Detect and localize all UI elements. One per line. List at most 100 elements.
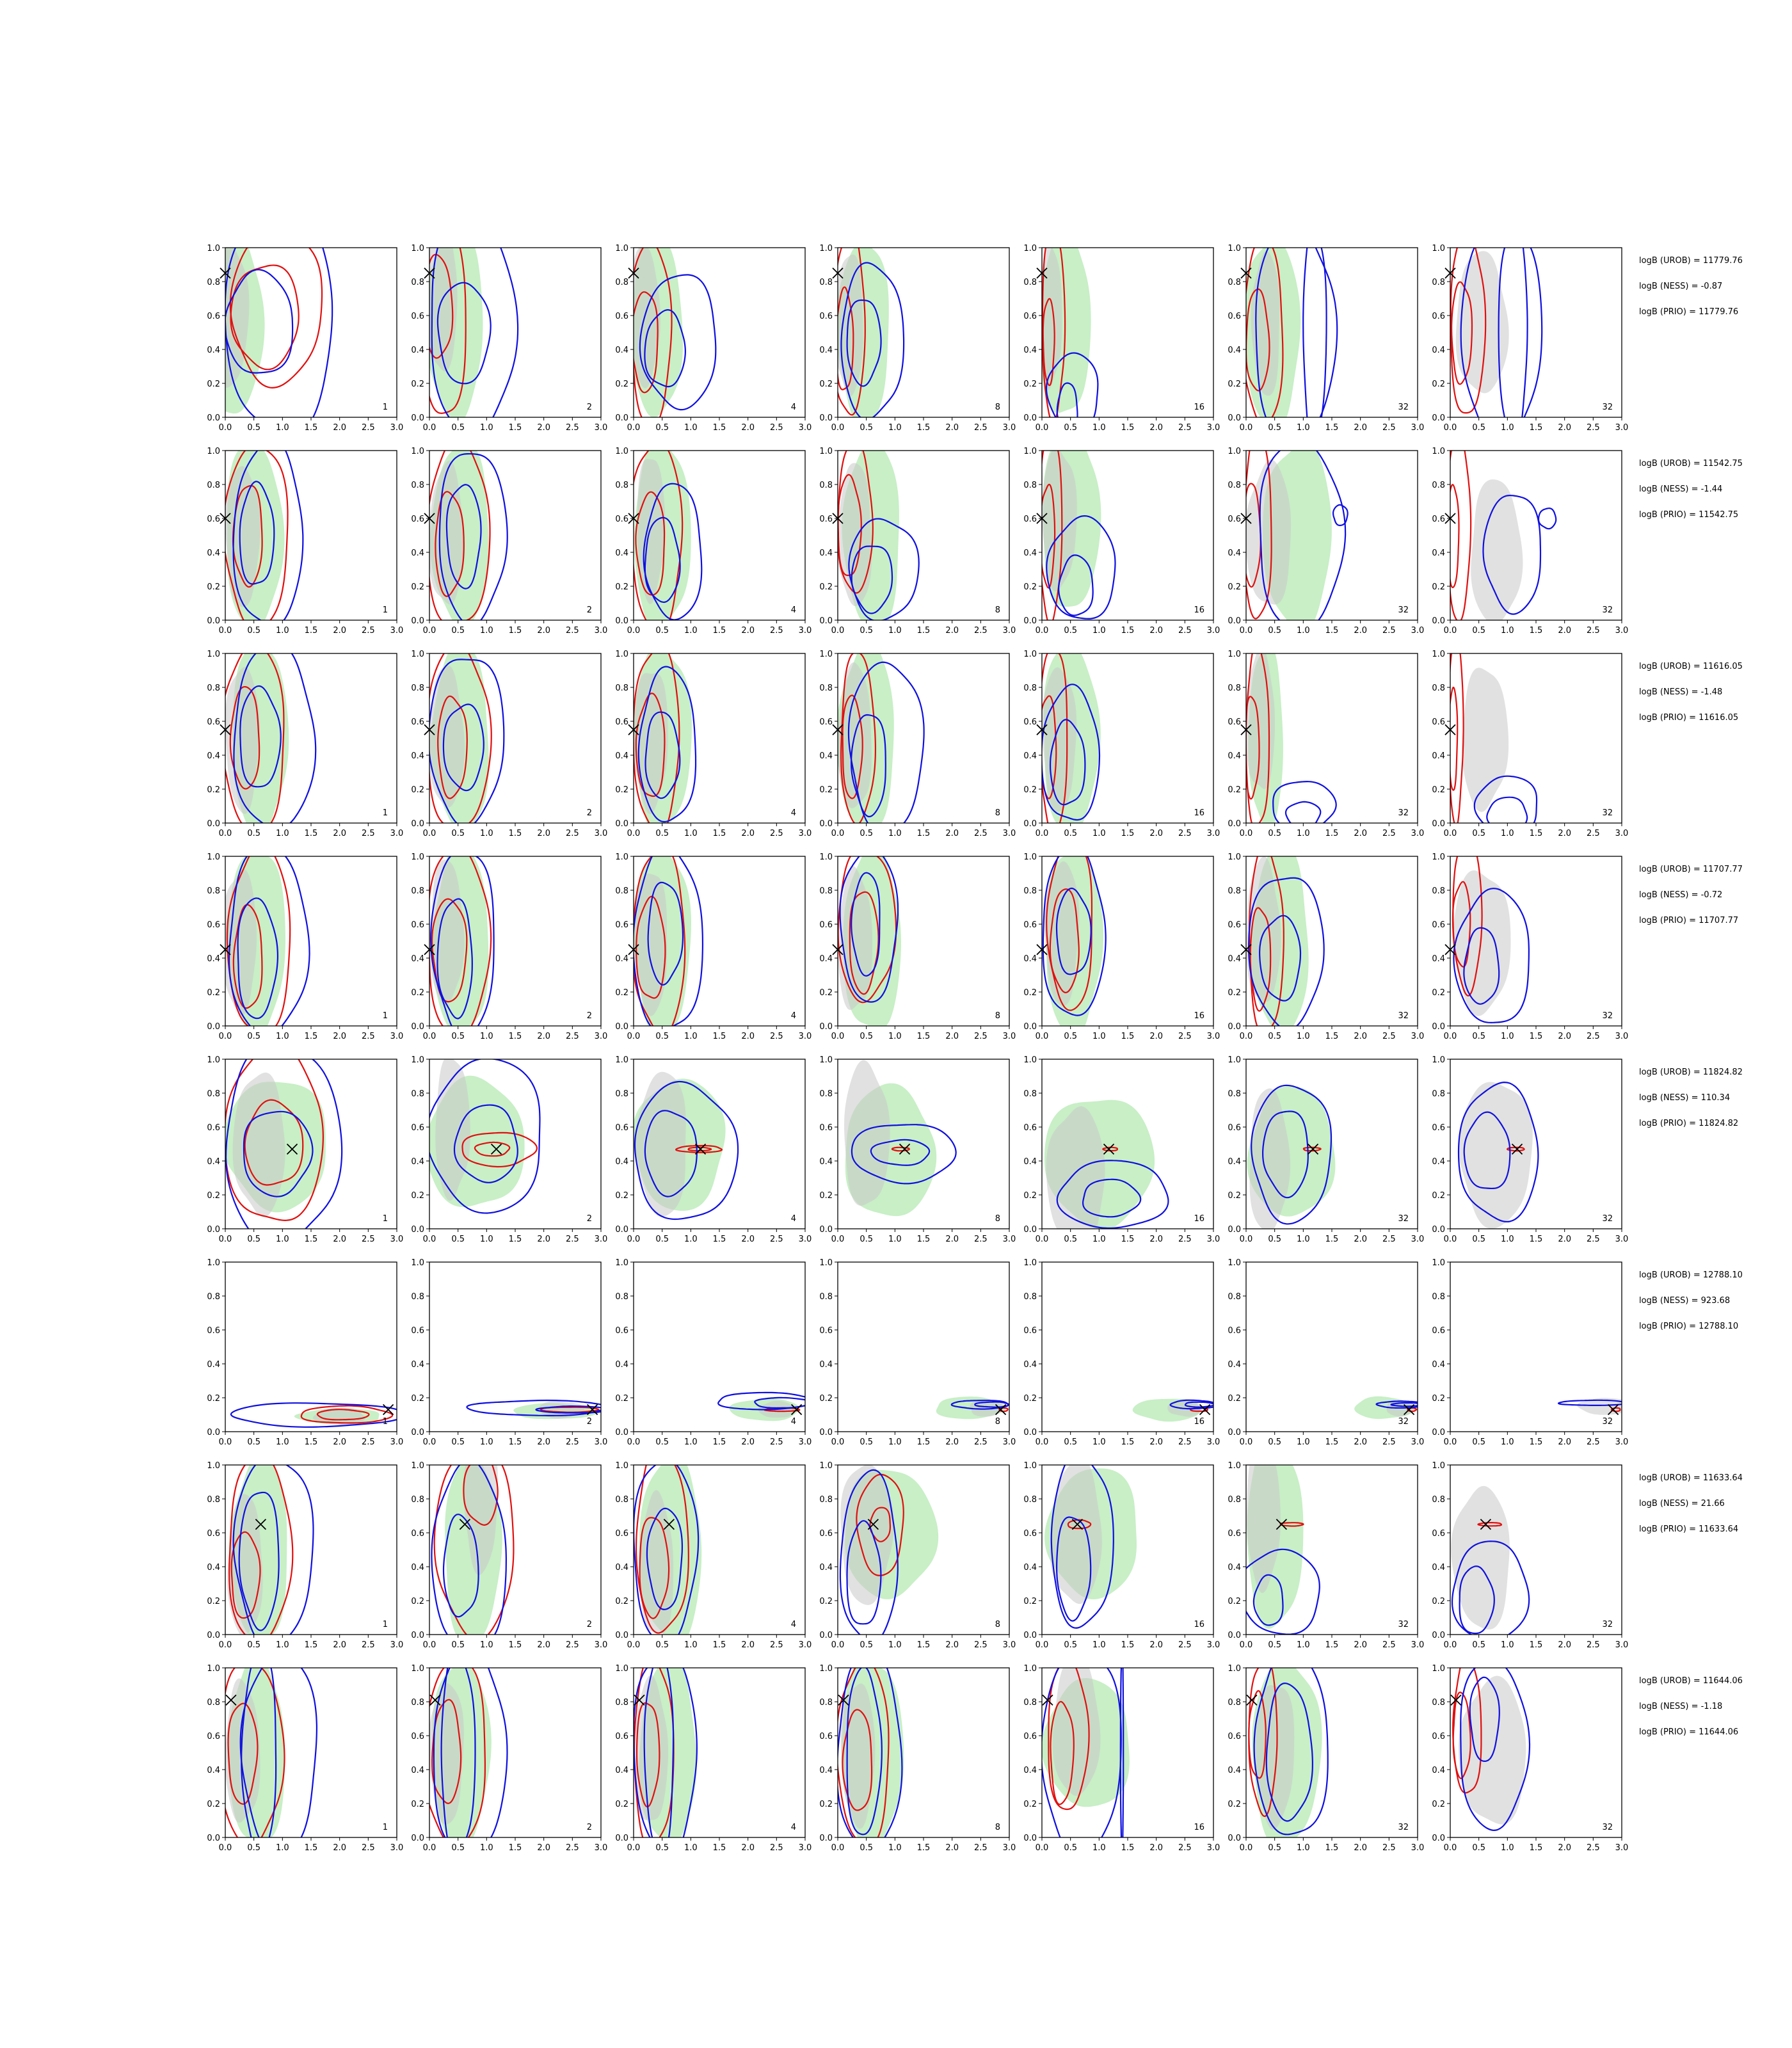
x-tick-label: 2.5 <box>1178 1640 1192 1650</box>
y-tick-label: 0.2 <box>1432 785 1445 795</box>
y-tick-label: 0.0 <box>819 616 833 626</box>
x-tick-label: 0.5 <box>1268 1437 1281 1447</box>
y-tick-label: 0.6 <box>411 717 424 727</box>
x-tick-label: 3.0 <box>1207 626 1220 636</box>
plot-area <box>466 1399 601 1420</box>
y-tick-label: 0.4 <box>615 751 628 761</box>
y-tick-label: 0.4 <box>615 548 628 558</box>
column-number-label: 4 <box>791 808 796 818</box>
y-tick-label: 0.2 <box>411 1394 424 1404</box>
y-tick-label: 0.0 <box>411 819 424 829</box>
x-tick-label: 3.0 <box>1003 1843 1016 1853</box>
x-tick-label: 3.0 <box>799 1437 812 1447</box>
x-tick-label: 3.0 <box>1207 1843 1220 1853</box>
red-contour <box>1042 298 1055 387</box>
y-tick-label: 0.4 <box>411 1157 424 1167</box>
blue-contour <box>1058 554 1094 616</box>
x-tick-label: 3.0 <box>1003 1437 1016 1447</box>
y-tick-label: 0.6 <box>207 1123 220 1133</box>
y-tick-label: 0.8 <box>1023 886 1037 896</box>
y-tick-label: 0.4 <box>819 1360 833 1370</box>
x-tick-label: 1.0 <box>1092 1437 1106 1447</box>
y-tick-label: 0.4 <box>1023 1360 1037 1370</box>
y-tick-label: 0.0 <box>207 413 220 423</box>
y-tick-label: 0.4 <box>207 1360 220 1370</box>
blue-contour <box>1255 248 1338 417</box>
logb-label: logB (UROB) = 11779.76 <box>1639 256 1743 266</box>
posterior-fill-gray <box>838 254 863 397</box>
y-tick-label: 0.6 <box>411 312 424 321</box>
plot-area <box>225 653 317 823</box>
red-contour <box>1246 653 1270 823</box>
blue-contour <box>1046 515 1116 620</box>
x-tick-label: 3.0 <box>799 1032 812 1041</box>
x-tick-label: 1.0 <box>1501 829 1514 838</box>
y-tick-label: 0.6 <box>207 1732 220 1741</box>
x-tick-label: 1.5 <box>917 1235 931 1244</box>
x-tick-label: 2.0 <box>1354 1843 1367 1853</box>
red-contour <box>635 1465 689 1634</box>
x-tick-label: 2.5 <box>1587 626 1600 636</box>
plot-area <box>1042 451 1116 620</box>
red-contour <box>1610 1407 1621 1412</box>
logb-label: logB (NESS) = -1.48 <box>1639 687 1722 697</box>
x-tick-label: 3.0 <box>1003 1235 1016 1244</box>
posterior-fill-gray <box>463 1465 498 1576</box>
x-tick-label: 2.5 <box>566 1843 579 1853</box>
x-tick-label: 0.5 <box>1268 626 1281 636</box>
x-tick-label: 1.0 <box>276 1640 289 1650</box>
x-tick-label: 0.5 <box>655 1843 669 1853</box>
x-tick-label: 2.0 <box>333 1640 346 1650</box>
x-tick-label: 1.5 <box>917 1843 931 1853</box>
y-tick-label: 1.0 <box>1228 852 1241 862</box>
y-tick-label: 0.8 <box>1023 278 1037 287</box>
x-tick-label: 2.5 <box>566 626 579 636</box>
x-tick-label: 0.0 <box>1444 1640 1457 1650</box>
x-tick-label: 0.5 <box>860 1437 873 1447</box>
column-number-label: 16 <box>1194 403 1204 412</box>
y-tick-label: 0.2 <box>1023 1191 1037 1201</box>
x-tick-label: 0.5 <box>1064 1032 1077 1041</box>
x-tick-label: 1.5 <box>713 829 726 838</box>
column-number-label: 32 <box>1398 1417 1409 1427</box>
x-tick-label: 0.5 <box>655 1235 669 1244</box>
blue-contour <box>1082 1178 1142 1218</box>
blue-contour <box>438 452 508 620</box>
red-contour <box>1506 1146 1525 1152</box>
panel-r5-c3: 0.0 0.5 1.0 1.5 2.0 2.5 3.0 0.0 0.2 0.4 0.6 0.8 1.0 8 <box>819 1258 1016 1447</box>
x-tick-label: 2.5 <box>1587 1640 1600 1650</box>
column-number-label: 2 <box>587 1417 592 1427</box>
column-number-label: 4 <box>791 1620 796 1629</box>
true-value-marker <box>867 1519 879 1530</box>
x-tick-label: 1.5 <box>305 1032 318 1041</box>
y-tick-label: 0.2 <box>207 1800 220 1809</box>
plot-area <box>230 1402 397 1428</box>
x-tick-label: 1.0 <box>684 626 698 636</box>
plot-area <box>1042 653 1101 823</box>
x-tick-label: 0.0 <box>831 1843 845 1853</box>
column-number-label: 16 <box>1194 1620 1204 1629</box>
x-tick-label: 3.0 <box>799 1640 812 1650</box>
blue-contour <box>445 484 482 589</box>
true-value-marker <box>1276 1519 1288 1530</box>
blue-contour <box>1460 1668 1531 1831</box>
logb-label: logB (PRIO) = 11542.75 <box>1639 510 1738 520</box>
x-tick-label: 0.0 <box>1036 829 1049 838</box>
y-tick-label: 0.4 <box>1432 548 1445 558</box>
y-tick-label: 0.2 <box>819 1394 833 1404</box>
y-tick-label: 0.6 <box>1023 1326 1037 1336</box>
y-tick-label: 0.0 <box>615 1428 628 1437</box>
x-tick-label: 1.5 <box>305 423 318 433</box>
logb-label: logB (NESS) = 923.68 <box>1639 1296 1730 1306</box>
red-contour <box>1246 483 1261 588</box>
x-tick-label: 3.0 <box>1003 626 1016 636</box>
x-tick-label: 2.0 <box>1558 423 1571 433</box>
x-tick-label: 1.0 <box>276 829 289 838</box>
x-tick-label: 0.0 <box>831 626 845 636</box>
x-tick-label: 2.5 <box>362 423 375 433</box>
x-tick-label: 2.5 <box>974 1032 988 1041</box>
column-number-label: 32 <box>1398 808 1409 818</box>
x-tick-label: 2.5 <box>770 829 783 838</box>
y-tick-label: 0.0 <box>615 1834 628 1843</box>
x-tick-label: 0.0 <box>1444 1843 1457 1853</box>
